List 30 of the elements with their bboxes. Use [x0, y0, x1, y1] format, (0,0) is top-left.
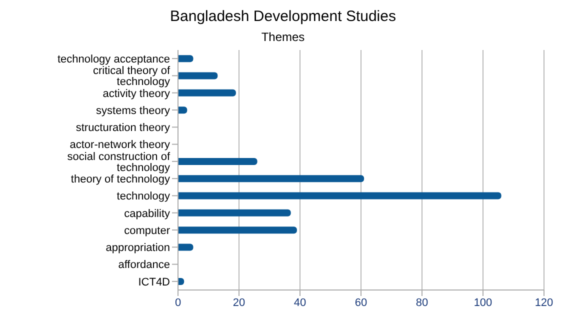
bar	[178, 72, 218, 80]
chart-title: Bangladesh Development Studies	[169, 8, 397, 27]
y-tick-label: computer	[124, 224, 170, 237]
bar	[178, 244, 194, 251]
x-tick-label: 100	[474, 296, 492, 309]
y-tick-label: ICT4D	[138, 276, 170, 288]
y-tick-label: activity theory	[102, 88, 170, 100]
y-tick-label: theory of technology	[70, 173, 170, 186]
y-tick-label: capability	[124, 208, 170, 220]
y-tick-label: systems theory	[96, 104, 170, 117]
x-tick-label: 40	[294, 296, 306, 309]
y-tick-label: technology acceptance	[57, 53, 170, 66]
x-tick-label: 60	[354, 296, 368, 309]
x-tick-label: 0	[174, 296, 182, 309]
y-tick-label: affordance	[118, 259, 170, 272]
bar	[178, 89, 236, 96]
bar	[178, 175, 364, 182]
bar	[178, 55, 194, 62]
y-tick-label: technology	[116, 190, 170, 203]
chart-subtitle: Themes	[260, 30, 306, 44]
y-tick-label: structuration theory	[76, 122, 170, 134]
x-tick-label: 120	[534, 296, 554, 309]
bar	[178, 192, 502, 200]
bar	[178, 158, 258, 165]
y-tick-label: actor-network theory	[70, 139, 170, 152]
bar	[178, 226, 297, 234]
y-tick-label: appropriation	[106, 242, 170, 254]
x-tick-label: 20	[232, 296, 246, 309]
bar	[178, 209, 291, 216]
x-tick-label: 80	[416, 296, 428, 309]
